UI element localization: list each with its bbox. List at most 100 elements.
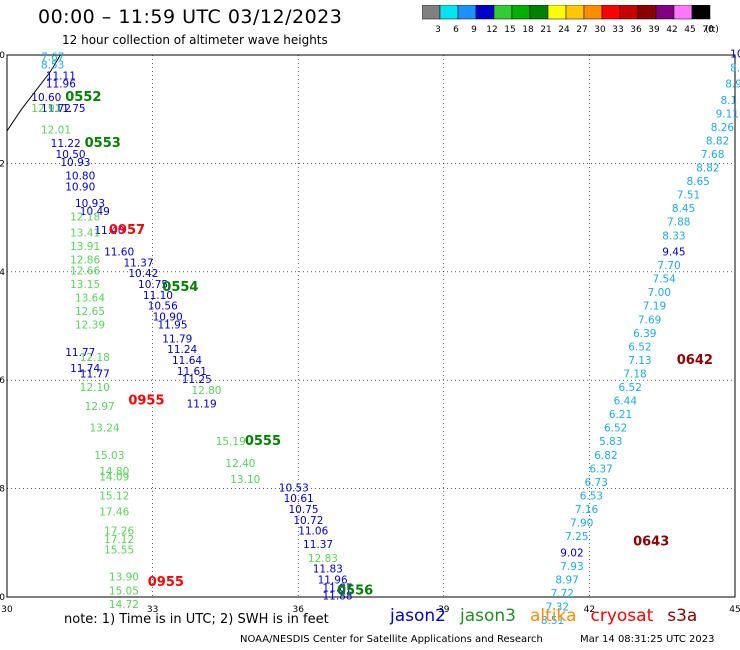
wave-height-label: 17.46 [99,507,129,519]
wave-height-label: 14.80 [99,466,129,478]
wave-height-label: 6.44 [614,396,638,408]
pass-time-label: 0553 [85,136,121,151]
x-tick-label: 33 [147,605,158,615]
wave-height-label: 10.56 [148,301,178,313]
wave-height-label: 9.45 [662,247,685,259]
wave-height-label: 6.53 [580,490,603,502]
pass-time-label: 0955 [148,575,184,590]
wave-height-label: 11.37 [303,539,333,551]
x-tick-label: 42 [584,605,595,615]
wave-height-label: 7.90 [570,518,593,530]
color-label: 15 [504,25,515,35]
wave-height-label: 11.24 [167,344,197,356]
satellite-name: cryosat [590,606,654,626]
wave-height-label: 12.86 [70,255,100,267]
wave-height-label: 11.77 [80,368,110,380]
wave-height-label: 11.75 [56,103,86,115]
wave-height-label: 11.61 [177,366,207,378]
x-tick-label: 39 [438,605,450,615]
wave-height-label: 6.39 [633,328,656,340]
wave-height-label: 15.19 [216,436,246,448]
y-tick-label: -34 [0,268,5,278]
wave-height-label: 11.88 [322,591,352,603]
wave-height-label: 11.25 [182,374,212,386]
wave-height-label: 11.10 [143,290,173,302]
color-label: 12 [486,25,497,35]
color-label: 21 [540,25,551,35]
wave-height-label: 17.12 [104,534,134,546]
y-tick-label: -32 [0,159,5,169]
wave-height-label: 13.10 [230,474,260,486]
satellite-name: jason3 [460,606,516,626]
credit-timestamp: Mar 14 08:31:25 UTC 2023 [580,634,715,645]
wave-height-label: 11.72 [41,103,71,115]
wave-height-label: 12.01 [41,125,71,137]
color-unit: (ft) [705,25,719,35]
wave-height-label: 11.77 [65,347,95,359]
satellite-legend: jason2 jason3 altika cryosat s3a [390,606,711,626]
wave-height-label: 14.72 [109,599,139,611]
wave-height-label: 17.26 [104,526,134,538]
pass-time-label: 0554 [162,280,198,295]
wave-height-label: 8.82 [696,163,719,175]
wave-height-label: 11.83 [313,564,343,576]
wave-height-label: 7.67 [41,51,64,63]
wave-height-label: 11.96 [46,79,76,91]
wave-height-label: 13.41 [70,228,100,240]
color-label: 70 [702,25,714,35]
wave-height-label: 10 [730,49,740,61]
wave-height-label: 8.26 [711,122,735,134]
wave-height-label: 9.11 [716,108,739,120]
pass-time-label: 0555 [245,434,281,449]
color-label: 3 [435,25,441,35]
wave-height-label: 6.73 [585,477,608,489]
wave-height-label: 11.11 [46,70,76,82]
color-label: 6 [453,25,459,35]
x-tick-label: 36 [292,605,304,615]
color-label: 33 [612,25,623,35]
wave-height-label: 11.06 [298,526,328,538]
wave-height-label: 11.40 [94,225,124,237]
color-label: 24 [558,25,570,35]
wave-height-label: 12.40 [225,458,255,470]
page-title: 00:00 – 11:59 UTC 03/12/2023 [38,6,343,28]
wave-height-label: 7.88 [667,217,690,229]
y-tick-label: -38 [0,485,5,495]
wave-height-label: 7.70 [657,260,680,272]
satellite-name: altika [530,606,577,626]
wave-height-label: 11.64 [172,355,202,367]
wave-height-label: 10.50 [56,149,86,161]
wave-height-label: 14.09 [99,471,129,483]
wave-height-label: 7.32 [546,602,569,614]
pass-time-label: 0955 [128,394,164,409]
wave-height-label: 8.33 [662,230,685,242]
wave-height-label: 10.90 [65,182,95,194]
wave-height-label: 8.97 [555,574,578,586]
page-subtitle: 12 hour collection of altimeter wave hei… [62,33,328,47]
pass-time-label: 0957 [109,223,145,238]
color-label: 42 [666,25,677,35]
y-tick-label: -36 [0,376,5,386]
wave-height-label: 8.9 [725,79,740,91]
wave-height-label: 12.91 [31,103,61,115]
color-label: 45 [684,25,695,35]
wave-height-label: 12.18 [70,211,100,223]
wave-height-label: 7.51 [677,190,700,202]
credit-text: NOAA/NESDIS Center for Satellite Applica… [240,634,543,645]
wave-height-label: 15.03 [94,450,124,462]
color-label: 27 [576,25,587,35]
color-label: 30 [594,25,606,35]
wave-height-label: 15.05 [109,585,139,597]
wave-height-label: 15.55 [104,545,134,557]
plot-frame [6,54,736,598]
wave-height-label: 15.12 [99,490,129,502]
wave-height-label: 8.1 [720,95,737,107]
wave-height-label: 6.52 [604,423,627,435]
wave-height-label: 11.37 [123,257,153,269]
wave-height-label: 11.19 [187,398,217,410]
wave-height-label: 13.64 [75,293,105,305]
wave-height-label: 10.93 [60,157,90,169]
wave-height-label: 7.00 [648,287,671,299]
wave-height-label: 8.65 [686,176,709,188]
